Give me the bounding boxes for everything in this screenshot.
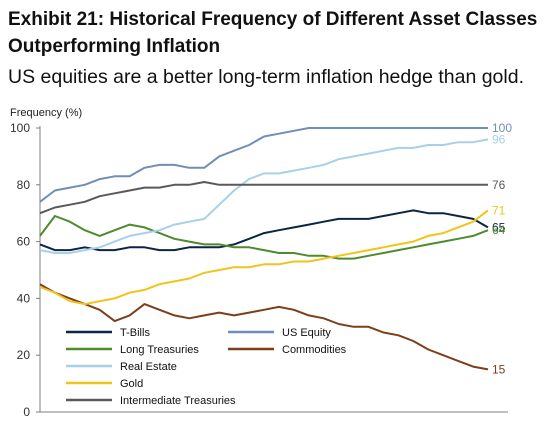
series-line-gold <box>39 209 489 306</box>
y-tick-label: 60 <box>17 235 31 249</box>
y-axis-label: Frequency (%) <box>10 107 82 119</box>
legend-label: Real Estate <box>120 361 177 373</box>
chart-axes: 0 20 40 60 80 100 <box>10 121 508 419</box>
end-labels: 65 100 64 15 96 71 76 <box>492 121 512 376</box>
legend-label: T-Bills <box>120 327 150 339</box>
legend-label: Gold <box>120 378 143 390</box>
end-value-label: 96 <box>492 132 506 146</box>
legend-label: Long Treasuries <box>120 344 199 356</box>
legend-label: Commodities <box>282 344 347 356</box>
legend-label: Intermediate Treasuries <box>120 395 236 407</box>
end-value-label: 71 <box>492 203 506 217</box>
exhibit-title: Exhibit 21: Historical Frequency of Diff… <box>8 9 538 57</box>
series-line-t-bills <box>39 209 489 252</box>
end-value-label: 100 <box>492 121 512 135</box>
y-tick-label: 40 <box>17 291 31 305</box>
end-value-label: 64 <box>492 223 506 237</box>
y-tick-label: 80 <box>17 178 31 192</box>
legend-label: US Equity <box>282 327 331 339</box>
end-value-label: 76 <box>492 178 506 192</box>
y-tick-label: 20 <box>17 348 31 362</box>
series-line-commodities <box>39 283 489 371</box>
y-tick-label: 0 <box>23 405 30 419</box>
y-tick-label: 100 <box>10 121 30 135</box>
exhibit-subtitle: US equities are a better long-term infla… <box>8 66 524 88</box>
chart-legend: T-Bills US Equity Long Treasuries Commoditi… <box>66 327 347 407</box>
series-line-us-equity <box>39 127 488 203</box>
series-line-real-estate <box>39 138 489 254</box>
end-value-label: 15 <box>492 362 506 376</box>
end-value-label: 65 <box>492 220 506 234</box>
series-line-long-treasuries <box>39 215 489 260</box>
chart-lines <box>39 127 489 371</box>
series-line-intermediate-treasuries <box>39 181 488 215</box>
